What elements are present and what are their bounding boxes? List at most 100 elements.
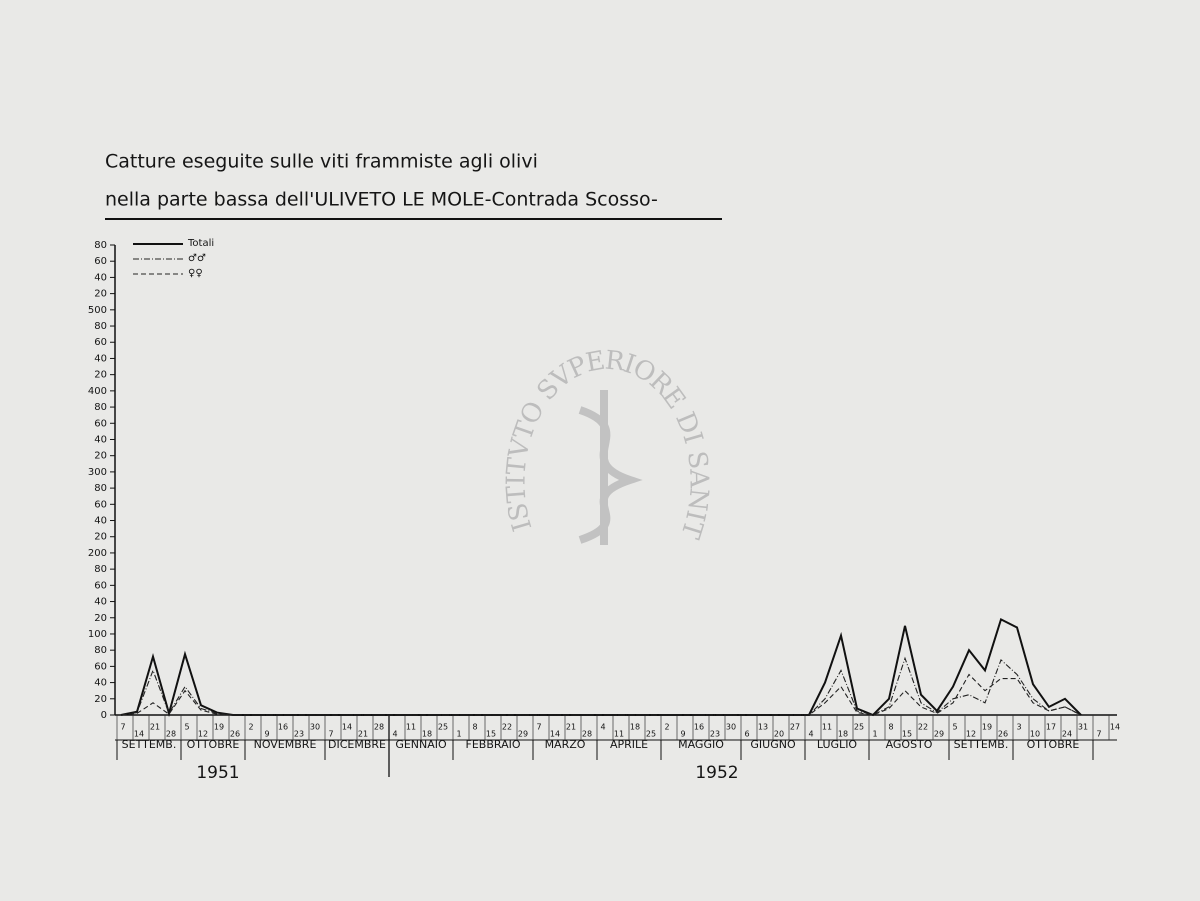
month-label: LUGLIO: [817, 738, 858, 751]
x-tick-label: 28: [582, 730, 592, 739]
y-tick-label: 400: [88, 386, 107, 397]
x-tick-label: 15: [902, 730, 912, 739]
y-tick-label: 200: [88, 548, 107, 559]
x-tick-label: 20: [774, 730, 784, 739]
x-tick-label: 15: [486, 730, 496, 739]
month-label: APRILE: [610, 738, 648, 751]
y-tick-label: 500: [88, 305, 107, 316]
y-tick-label: 300: [88, 467, 107, 478]
y-tick-label: 60: [94, 661, 107, 672]
x-tick-label: 14: [134, 730, 144, 739]
x-tick-label: 18: [422, 730, 432, 739]
x-tick-label: 2: [664, 723, 669, 732]
x-tick-label: 9: [264, 730, 269, 739]
y-tick-label: 20: [94, 613, 107, 624]
x-tick-label: 14: [342, 723, 352, 732]
y-tick-label: 80: [94, 564, 107, 575]
x-tick-label: 7: [120, 723, 125, 732]
month-label: DICEMBRE: [328, 738, 386, 751]
x-tick-label: 22: [918, 723, 928, 732]
y-tick-label: 100: [88, 629, 107, 640]
x-tick-label: 26: [230, 730, 240, 739]
x-tick-label: 8: [888, 723, 893, 732]
x-tick-label: 17: [1046, 723, 1056, 732]
x-tick-label: 11: [406, 723, 416, 732]
chart-title: Catture eseguite sulle viti frammiste ag…: [105, 151, 538, 173]
y-tick-label: 40: [94, 272, 107, 283]
x-tick-label: 25: [438, 723, 448, 732]
x-tick-label: 14: [1110, 723, 1120, 732]
month-label: MAGGIO: [678, 738, 724, 751]
x-tick-label: 9: [680, 730, 685, 739]
x-tick-label: 28: [166, 730, 176, 739]
month-label: OTTOBRE: [1027, 738, 1080, 751]
x-tick-label: 1: [872, 730, 877, 739]
x-tick-label: 14: [550, 730, 560, 739]
x-tick-label: 18: [630, 723, 640, 732]
month-label: GIUGNO: [750, 738, 796, 751]
watermark-emblem: [578, 390, 643, 545]
x-tick-label: 26: [998, 730, 1008, 739]
y-tick-label: 80: [94, 483, 107, 494]
x-tick-label: 23: [710, 730, 720, 739]
y-tick-label: 60: [94, 418, 107, 429]
x-tick-label: 5: [952, 723, 957, 732]
x-tick-label: 21: [358, 730, 368, 739]
x-tick-label: 23: [294, 730, 304, 739]
x-tick-label: 16: [278, 723, 288, 732]
month-label: GENNAIO: [395, 738, 447, 751]
month-label: MARZO: [545, 738, 586, 751]
x-tick-label: 18: [838, 730, 848, 739]
x-tick-label: 12: [966, 730, 976, 739]
y-tick-label: 20: [94, 694, 107, 705]
x-tick-label: 13: [758, 723, 768, 732]
x-tick-label: 27: [790, 723, 800, 732]
x-tick-label: 25: [646, 730, 656, 739]
month-label: FEBBRAIO: [466, 738, 521, 751]
x-tick-label: 19: [982, 723, 992, 732]
x-tick-label: 30: [726, 723, 736, 732]
y-tick-label: 40: [94, 597, 107, 608]
x-tick-label: 21: [566, 723, 576, 732]
legend-label: ♂♂: [188, 253, 206, 264]
legend-label: ♀♀: [188, 268, 203, 279]
x-tick-label: 11: [614, 730, 624, 739]
x-tick-label: 4: [808, 730, 813, 739]
month-label: SETTEMB.: [122, 738, 177, 751]
x-tick-label: 21: [150, 723, 160, 732]
y-tick-label: 20: [94, 289, 107, 300]
y-tick-label: 80: [94, 240, 107, 251]
month-label: OTTOBRE: [187, 738, 240, 751]
y-tick-label: 40: [94, 353, 107, 364]
x-tick-label: 11: [822, 723, 832, 732]
chart-subtitle: nella parte bassa dell'ULIVETO LE MOLE-C…: [105, 189, 658, 211]
x-tick-label: 7: [328, 730, 333, 739]
x-tick-label: 25: [854, 723, 864, 732]
x-tick-label: 2: [248, 723, 253, 732]
x-tick-label: 5: [184, 723, 189, 732]
y-tick-label: 80: [94, 321, 107, 332]
x-tick-label: 1: [456, 730, 461, 739]
y-tick-label: 40: [94, 678, 107, 689]
x-tick-label: 10: [1030, 730, 1040, 739]
year-label: 1951: [196, 763, 239, 783]
x-tick-label: 28: [374, 723, 384, 732]
x-tick-label: 8: [472, 723, 477, 732]
x-tick-label: 4: [600, 723, 605, 732]
year-label: 1952: [695, 763, 738, 783]
y-tick-label: 0: [101, 710, 107, 721]
y-tick-label: 20: [94, 370, 107, 381]
y-tick-label: 40: [94, 434, 107, 445]
y-tick-label: 20: [94, 451, 107, 462]
y-tick-label: 40: [94, 516, 107, 527]
y-tick-label: 60: [94, 499, 107, 510]
y-tick-label: 20: [94, 532, 107, 543]
y-tick-label: 60: [94, 337, 107, 348]
x-tick-label: 3: [1016, 723, 1021, 732]
x-tick-label: 19: [214, 723, 224, 732]
series-line: [120, 673, 1082, 716]
x-tick-label: 12: [198, 730, 208, 739]
month-label: NOVEMBRE: [254, 738, 317, 751]
x-tick-label: 7: [536, 723, 541, 732]
